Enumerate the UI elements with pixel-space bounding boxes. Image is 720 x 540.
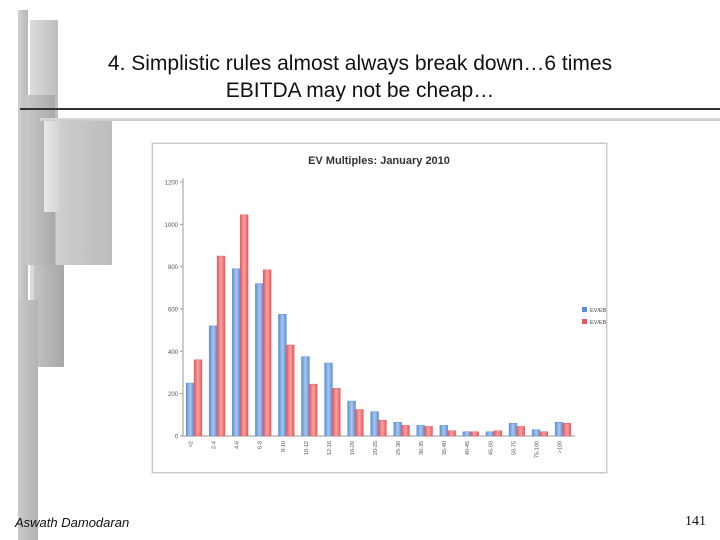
bar-ev-ebit <box>393 421 402 437</box>
ev-multiples-chart: EV Multiples: January 2010 0 200 400 600 800 1… <box>165 155 606 458</box>
bar-ev-ebit <box>554 421 564 437</box>
chart-title: EV Multiples: January 2010 <box>308 155 450 167</box>
y-tick-label: 200 <box>168 392 179 398</box>
decorative-bar <box>18 10 28 540</box>
title-divider <box>20 108 720 110</box>
decorative-line <box>40 118 720 121</box>
bar-ev-ebitda <box>378 419 387 437</box>
x-tick-label: 12-16 <box>327 441 333 455</box>
x-tick-label: 6-8 <box>258 441 264 449</box>
chart-frame: EV Multiples: January 2010 0 200 400 600 800 1… <box>152 143 607 473</box>
bar-ev-ebit <box>255 283 264 437</box>
bar-ev-ebitda <box>193 359 203 437</box>
bar-ev-ebitda <box>286 344 295 437</box>
y-tick-label: 1200 <box>165 181 179 187</box>
decorative-bar <box>56 120 112 265</box>
x-tick-label: <2 <box>189 441 195 447</box>
bar-ev-ebitda <box>355 409 364 437</box>
x-tick-label: 45-50 <box>488 441 494 455</box>
bar-ev-ebitda <box>539 431 549 437</box>
bar-ev-ebit <box>531 429 541 437</box>
slide-title: 4. Simplistic rules almost always break … <box>0 50 720 104</box>
bar-ev-ebitda <box>401 425 410 437</box>
decorative-bar <box>34 265 64 367</box>
x-tick-label: 8-10 <box>281 441 287 452</box>
bar-ev-ebit <box>439 425 448 437</box>
bar-ev-ebitda <box>309 383 318 437</box>
x-tick-label: 20-25 <box>373 441 379 455</box>
x-tick-label: 16-20 <box>350 441 356 455</box>
bar-ev-ebitda <box>516 426 525 437</box>
legend-swatch <box>582 319 587 324</box>
bar-ev-ebit <box>462 431 472 437</box>
bar-ev-ebit <box>508 423 518 437</box>
x-tick-label: 75-100 <box>534 441 540 458</box>
y-tick-label: 1000 <box>165 223 179 229</box>
x-tick-label: 30-35 <box>419 441 425 455</box>
decorative-bar <box>18 300 38 540</box>
bar-ev-ebit <box>324 362 333 437</box>
bar-ev-ebitda <box>470 431 479 437</box>
bar-ev-ebitda <box>216 255 226 437</box>
bar-ev-ebit <box>232 268 241 437</box>
bar-ev-ebit <box>209 325 218 437</box>
bar-ev-ebit <box>347 400 356 437</box>
bar-ev-ebitda <box>239 214 249 437</box>
x-tick-label: 50-75 <box>511 441 517 455</box>
bar-ev-ebitda <box>447 430 456 437</box>
slide-title-line-1: 4. Simplistic rules almost always break … <box>107 52 613 75</box>
bar-ev-ebit <box>485 431 495 437</box>
y-tick-label: 800 <box>168 265 179 271</box>
bar-ev-ebitda <box>493 430 502 437</box>
bar-ev-ebit <box>278 314 287 437</box>
page-number: 141 <box>685 514 706 529</box>
legend-label: EV/EBIT <box>590 308 606 314</box>
x-tick-label: 10-12 <box>304 441 310 455</box>
bar-ev-ebit <box>185 382 195 437</box>
decorative-bar <box>44 120 60 212</box>
bar-ev-ebitda <box>262 269 272 437</box>
bar-ev-ebitda <box>332 388 341 437</box>
x-tick-label: 40-45 <box>465 441 471 455</box>
y-tick-label: 0 <box>175 435 179 441</box>
bar-ev-ebit <box>301 356 310 437</box>
bar-ev-ebitda <box>424 426 433 437</box>
author-name: Aswath Damodaran <box>15 515 130 530</box>
bar-ev-ebitda <box>562 423 572 437</box>
y-tick-label: 600 <box>168 308 179 314</box>
x-tick-label: 4-6 <box>235 441 241 449</box>
bar-ev-ebit <box>416 425 425 437</box>
legend-label: EV/EBITDA <box>590 320 606 326</box>
slide-title-line-2: EBITDA may not be cheap… <box>225 79 495 102</box>
x-tick-label: 25-30 <box>396 441 402 455</box>
bar-ev-ebit <box>370 411 379 437</box>
x-tick-label: 35-40 <box>442 441 448 455</box>
x-tick-label: 2-4 <box>212 441 218 449</box>
x-tick-label: >100 <box>557 441 563 453</box>
legend-swatch <box>582 307 587 312</box>
y-tick-label: 400 <box>168 350 179 356</box>
